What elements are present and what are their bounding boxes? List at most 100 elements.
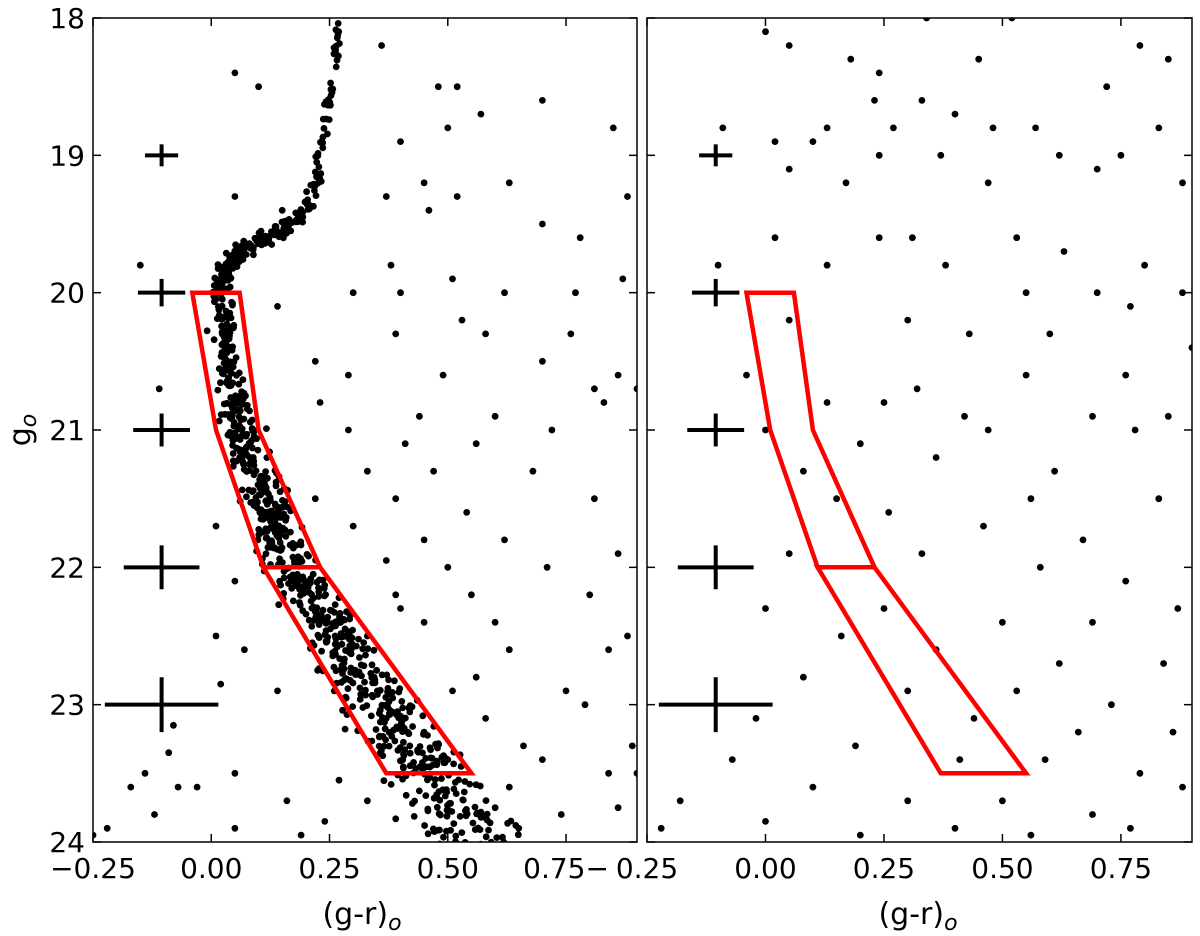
right-field-star xyxy=(1089,412,1096,420)
left-field-star xyxy=(501,289,508,297)
left-sequence-star xyxy=(362,686,369,694)
right-field-star xyxy=(1093,165,1101,173)
left-field-star xyxy=(283,797,291,805)
left-field-star xyxy=(193,783,201,791)
left-sequence-star xyxy=(276,539,284,546)
left-sequence-star xyxy=(344,685,352,692)
left-sequence-star xyxy=(282,517,289,524)
left-sequence-star xyxy=(351,666,359,674)
left-sequence-star xyxy=(332,622,339,630)
left-sequence-star xyxy=(394,708,401,715)
left-sequence-star xyxy=(424,807,432,815)
left-field-star xyxy=(539,357,546,365)
left-sequence-star xyxy=(221,410,229,418)
left-sequence-star xyxy=(215,365,223,373)
left-sequence-star xyxy=(384,688,391,696)
left-sequence-star xyxy=(254,446,262,454)
left-field-star xyxy=(316,399,324,406)
left-sequence-star xyxy=(414,748,422,755)
right-field-star xyxy=(743,371,750,379)
right-field-star xyxy=(1122,371,1130,379)
left-sequence-star xyxy=(455,776,462,784)
left-sequence-star xyxy=(406,742,414,750)
left-sequence-star xyxy=(238,486,246,494)
left-sequence-star xyxy=(219,276,227,284)
left-sequence-star xyxy=(334,20,342,27)
right-field-star xyxy=(980,522,987,530)
left-sequence-star xyxy=(297,541,305,549)
left-field-star xyxy=(472,673,480,681)
left-error-bar xyxy=(123,545,200,590)
left-field-star xyxy=(468,591,475,599)
left-sequence-star xyxy=(450,760,457,768)
right-field-star xyxy=(1141,261,1148,269)
left-sequence-star xyxy=(312,613,320,621)
left-sequence-star xyxy=(265,490,272,498)
left-sequence-star xyxy=(233,246,240,254)
left-sequence-star xyxy=(249,487,257,494)
left-sequence-star xyxy=(297,208,304,216)
left-field-star xyxy=(600,399,608,406)
left-field-star xyxy=(633,769,637,777)
right-error-bar xyxy=(699,144,733,167)
left-field-star xyxy=(141,769,149,777)
right-field-star xyxy=(951,824,959,832)
left-sequence-star xyxy=(441,759,449,767)
left-field-star xyxy=(311,357,319,365)
left-field-star xyxy=(477,110,485,118)
left-sequence-star xyxy=(362,651,369,659)
right-tick-labels: 0.25 0.00 0.25 0.50 0.75 xyxy=(616,852,1152,885)
right-field-star xyxy=(880,399,888,406)
right-error-bar xyxy=(658,677,773,733)
left-sequence-star xyxy=(421,822,428,829)
left-sequence-star xyxy=(512,822,520,829)
left-sequence-star xyxy=(427,754,434,762)
left-sequence-star xyxy=(356,654,363,661)
right-field-star xyxy=(918,97,926,104)
left-sequence-star xyxy=(247,499,255,506)
left-sequence-star xyxy=(260,234,268,242)
left-sequence-star xyxy=(361,678,368,686)
left-sequence-star xyxy=(228,298,236,306)
right-field-star xyxy=(1108,701,1115,709)
left-sequence-star xyxy=(249,454,257,461)
right-field-star xyxy=(1155,495,1163,503)
left-sequence-star xyxy=(229,450,237,457)
left-sequence-star xyxy=(477,813,485,821)
left-sequence-star xyxy=(305,588,313,596)
left-field-star xyxy=(449,687,456,695)
panel-left: −0.25 0.00 0.25 0.50 0.75− 18 19 20 21 22 23 24 (g-… xyxy=(3,2,638,936)
right-error-bar xyxy=(692,278,740,307)
left-sequence-star xyxy=(422,792,430,799)
right-x-tick-label: 0.00 xyxy=(734,852,796,885)
left-field-star xyxy=(217,680,225,688)
left-sequence-star xyxy=(246,241,254,249)
left-sequence-star xyxy=(357,690,365,698)
left-field-star xyxy=(491,618,499,626)
left-field-star xyxy=(274,687,281,695)
right-field-star xyxy=(1055,660,1063,667)
left-sequence-star xyxy=(456,813,464,820)
left-sequence-star xyxy=(214,261,222,268)
right-field-star xyxy=(904,316,912,324)
left-sequence-star xyxy=(292,582,300,589)
right-field-star xyxy=(1131,426,1139,434)
left-sequence-star xyxy=(340,665,348,673)
left-sequence-star xyxy=(253,504,261,512)
left-sequence-star xyxy=(420,730,427,738)
right-field-star xyxy=(1169,728,1177,736)
left-field-star xyxy=(586,591,594,599)
left-sequence-star xyxy=(325,116,333,123)
right-field-star xyxy=(823,124,831,132)
left-field-star xyxy=(591,495,598,503)
y-axis-label: go xyxy=(3,414,42,447)
left-sequence-star xyxy=(305,616,313,624)
left-sequence-star xyxy=(303,188,310,196)
left-sequence-star xyxy=(385,742,393,750)
left-field-star xyxy=(382,193,390,200)
left-field-star xyxy=(401,440,409,448)
right-field-star xyxy=(809,783,817,791)
right-field-star xyxy=(837,632,845,640)
left-sequence-star xyxy=(406,749,414,757)
left-sequence-star xyxy=(399,775,406,783)
